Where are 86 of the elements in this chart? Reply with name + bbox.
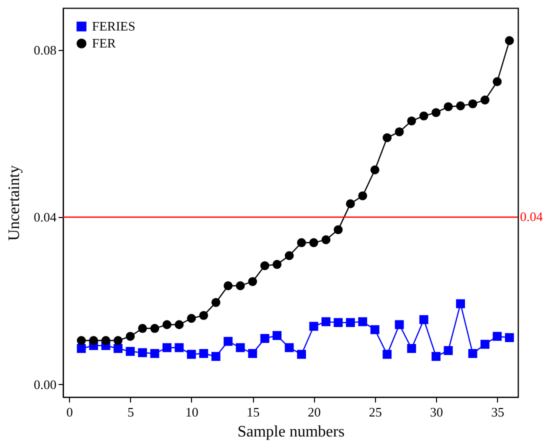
point (370, 325, 380, 334)
point (174, 320, 184, 330)
point (199, 349, 208, 358)
point (224, 336, 233, 346)
point (407, 344, 416, 353)
point (297, 350, 306, 359)
point (260, 261, 270, 270)
point (297, 238, 306, 248)
y-tick-label: 0.00 (34, 376, 56, 392)
point (322, 235, 330, 244)
point (174, 343, 184, 352)
point (162, 320, 172, 330)
point (468, 349, 478, 358)
point (346, 199, 355, 208)
point (309, 238, 318, 248)
point (334, 318, 343, 328)
point (480, 96, 490, 104)
point (126, 346, 135, 356)
x-tick-label: 10 (185, 404, 198, 420)
point (138, 348, 147, 358)
point (334, 225, 343, 234)
point (211, 352, 220, 361)
point (309, 322, 318, 331)
point (456, 101, 465, 110)
point (346, 318, 355, 328)
ref-line-label: 0.04 (520, 209, 543, 224)
legend-label: FER (92, 36, 116, 50)
point (162, 343, 172, 352)
point (394, 127, 404, 136)
point (76, 336, 86, 345)
point (272, 260, 282, 269)
point (492, 332, 502, 341)
x-tick-label: 0 (66, 404, 73, 420)
point (126, 332, 135, 341)
y-tick-label: 0.08 (34, 42, 56, 58)
point (101, 336, 110, 345)
point (322, 317, 330, 326)
x-tick-label: 35 (491, 404, 504, 420)
point (284, 343, 294, 352)
x-tick-label: 5 (128, 404, 134, 420)
point (211, 298, 220, 307)
point (114, 344, 123, 353)
point (358, 191, 368, 200)
point (468, 99, 478, 108)
point (444, 346, 453, 356)
point (89, 336, 98, 345)
point (150, 349, 160, 358)
point (432, 108, 441, 118)
legend-label: FERIES (92, 18, 136, 34)
point (186, 314, 196, 323)
y-tick-label: 0.04 (34, 210, 57, 225)
point (284, 251, 294, 260)
x-tick-label: 25 (368, 404, 382, 420)
point (382, 350, 392, 359)
point (236, 281, 245, 290)
point (394, 320, 404, 330)
point (248, 349, 258, 358)
point (382, 133, 392, 142)
point (260, 334, 270, 343)
point (186, 350, 196, 359)
point (358, 317, 368, 326)
y-axis-title: Uncertainty (6, 165, 23, 241)
point (480, 340, 490, 349)
point (370, 165, 380, 174)
point (492, 77, 502, 86)
point (419, 111, 428, 120)
x-tick-label: 30 (430, 404, 444, 420)
point (114, 336, 123, 345)
point (76, 344, 86, 353)
point (236, 343, 245, 352)
point (272, 331, 282, 340)
point (224, 281, 233, 290)
point (150, 324, 160, 333)
point (248, 277, 258, 286)
x-axis-title: Sample numbers (237, 424, 345, 440)
point (456, 299, 465, 308)
x-tick-label: 20 (308, 404, 321, 420)
point (407, 116, 416, 126)
point (199, 310, 208, 320)
point (504, 333, 514, 342)
point (504, 36, 514, 46)
point (444, 102, 453, 112)
point (432, 352, 441, 361)
x-tick-label: 15 (246, 404, 260, 420)
point (138, 324, 147, 333)
point (419, 315, 428, 324)
